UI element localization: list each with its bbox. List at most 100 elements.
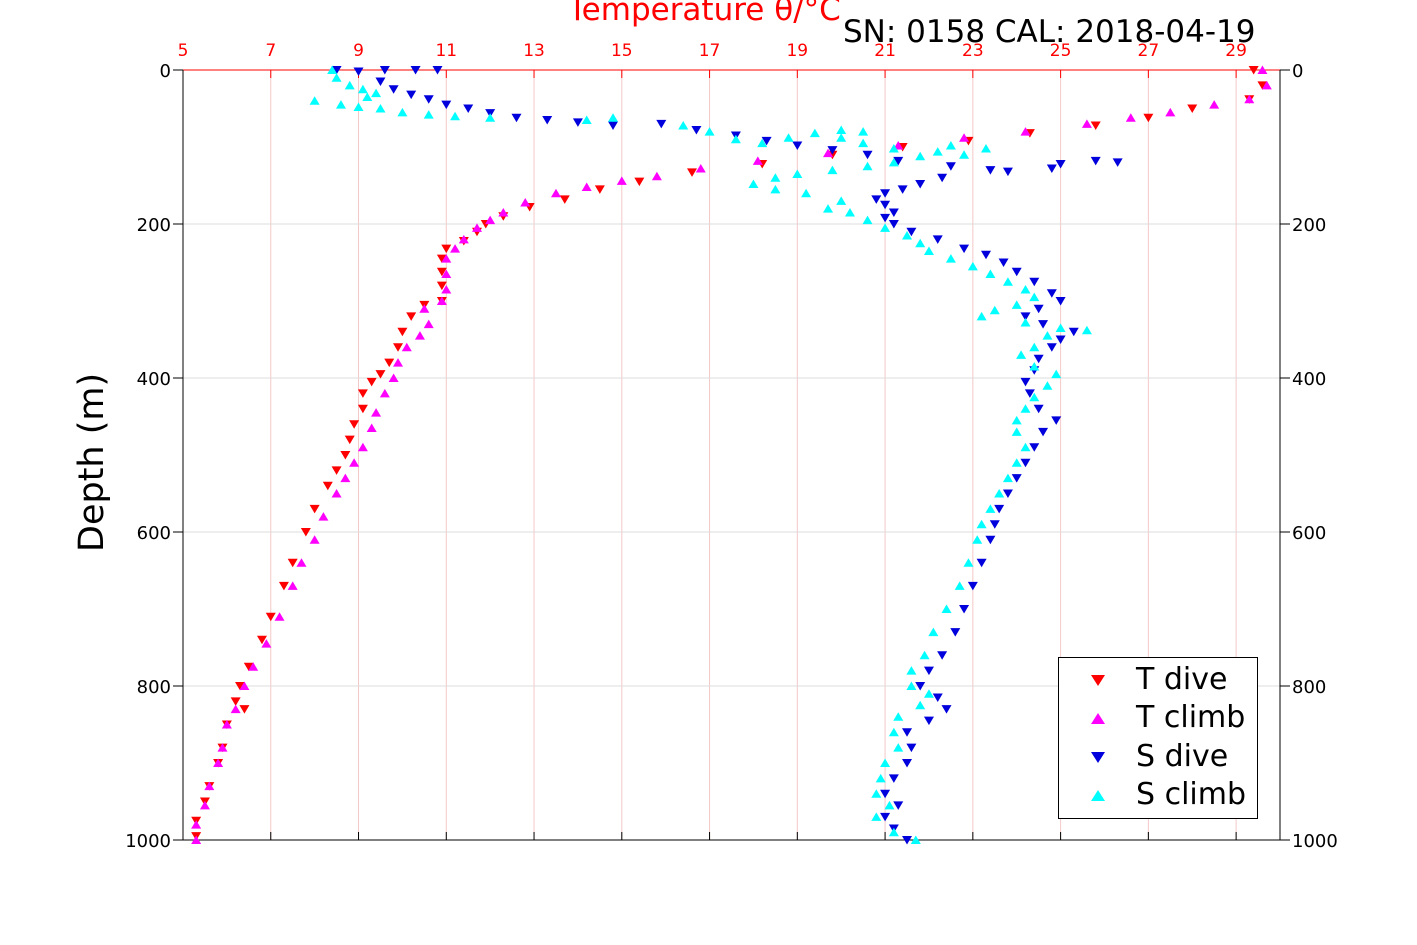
data-point bbox=[945, 140, 956, 150]
data-point bbox=[836, 125, 847, 135]
data-point bbox=[471, 223, 482, 232]
y-tick-label-right: 800 bbox=[1292, 677, 1326, 698]
data-point bbox=[862, 150, 873, 160]
data-point bbox=[858, 127, 869, 136]
data-point bbox=[1081, 119, 1092, 128]
data-point bbox=[748, 179, 759, 188]
data-point bbox=[450, 111, 461, 121]
data-point bbox=[981, 144, 992, 153]
data-point bbox=[959, 133, 970, 142]
data-point bbox=[687, 168, 698, 177]
data-point bbox=[423, 95, 434, 104]
data-point bbox=[239, 705, 250, 714]
x-tick-label: 15 bbox=[611, 41, 633, 61]
data-point bbox=[1029, 342, 1040, 352]
data-point bbox=[423, 110, 434, 119]
data-point bbox=[985, 535, 996, 545]
data-point bbox=[1165, 107, 1176, 117]
chart-subtitle: SN: 0158 CAL: 2018-04-19 bbox=[843, 14, 1256, 50]
data-point bbox=[379, 66, 390, 75]
x-tick-label: 23 bbox=[962, 41, 984, 61]
data-point bbox=[985, 269, 996, 279]
data-point bbox=[770, 173, 781, 182]
data-point bbox=[976, 558, 987, 568]
x-tick-label: 29 bbox=[1225, 41, 1247, 61]
data-point bbox=[274, 612, 285, 621]
data-point bbox=[1055, 297, 1066, 306]
data-point bbox=[1125, 113, 1136, 122]
data-point bbox=[836, 196, 847, 205]
data-point bbox=[704, 127, 715, 136]
data-point bbox=[1038, 320, 1049, 329]
data-point bbox=[989, 520, 1000, 529]
data-point bbox=[213, 758, 224, 767]
data-point bbox=[230, 704, 241, 714]
data-point bbox=[959, 150, 970, 159]
data-point bbox=[1055, 159, 1066, 169]
data-point bbox=[761, 136, 772, 146]
data-point bbox=[994, 489, 1005, 498]
data-point bbox=[1081, 325, 1092, 335]
data-point bbox=[945, 162, 956, 171]
data-point bbox=[963, 558, 974, 567]
data-point bbox=[915, 238, 926, 248]
data-point bbox=[893, 156, 904, 166]
data-point bbox=[1046, 289, 1057, 298]
x-tick-label: 27 bbox=[1138, 41, 1160, 61]
data-point bbox=[1020, 127, 1031, 136]
data-point bbox=[823, 204, 834, 213]
data-point bbox=[910, 835, 921, 844]
data-point bbox=[880, 213, 891, 223]
data-point bbox=[923, 716, 934, 726]
data-point bbox=[1020, 404, 1031, 413]
chart-title: Temperature θ/°C bbox=[568, 0, 841, 28]
data-point bbox=[902, 836, 913, 845]
y-tick-label-right: 1000 bbox=[1292, 831, 1338, 852]
data-point bbox=[371, 408, 382, 417]
data-point bbox=[823, 148, 834, 158]
data-point bbox=[309, 535, 320, 544]
data-point bbox=[1055, 323, 1066, 332]
y-tick-label-right: 200 bbox=[1292, 215, 1326, 236]
data-point bbox=[656, 119, 667, 129]
data-point bbox=[485, 113, 496, 122]
data-point bbox=[906, 666, 917, 675]
data-point bbox=[344, 435, 355, 445]
data-point bbox=[809, 128, 820, 138]
data-point bbox=[357, 84, 368, 94]
data-point bbox=[287, 558, 298, 568]
data-point bbox=[406, 312, 417, 321]
x-tick-label: 21 bbox=[874, 41, 896, 61]
data-point bbox=[893, 801, 904, 810]
data-point bbox=[897, 185, 908, 194]
data-point bbox=[1090, 121, 1101, 130]
data-point bbox=[379, 388, 390, 398]
data-point bbox=[1033, 354, 1044, 364]
data-point bbox=[880, 812, 891, 822]
data-point bbox=[1024, 389, 1035, 398]
data-point bbox=[1042, 381, 1053, 390]
data-point bbox=[441, 284, 452, 294]
data-point bbox=[1261, 80, 1272, 90]
data-point bbox=[1029, 277, 1040, 287]
data-point bbox=[1011, 474, 1022, 483]
data-point bbox=[1055, 335, 1066, 344]
data-point bbox=[880, 758, 891, 767]
data-point bbox=[248, 662, 259, 671]
data-point bbox=[393, 343, 404, 352]
data-point bbox=[419, 304, 430, 313]
data-point bbox=[344, 80, 355, 90]
data-point bbox=[278, 581, 289, 591]
data-point bbox=[357, 404, 368, 414]
data-point bbox=[985, 504, 996, 513]
data-point bbox=[1042, 331, 1053, 340]
data-point bbox=[792, 141, 803, 150]
data-point bbox=[757, 138, 768, 148]
data-point bbox=[932, 693, 943, 703]
data-point bbox=[1011, 267, 1022, 277]
tick-labels: 5 7 9 11 13 15 17 19 21 23 25 27 29 0 0 200 200 400 400 600… bbox=[125, 41, 1338, 852]
data-point bbox=[1002, 473, 1013, 483]
data-point bbox=[581, 182, 592, 192]
triangle-up-icon bbox=[1091, 790, 1105, 801]
data-point bbox=[871, 812, 882, 821]
